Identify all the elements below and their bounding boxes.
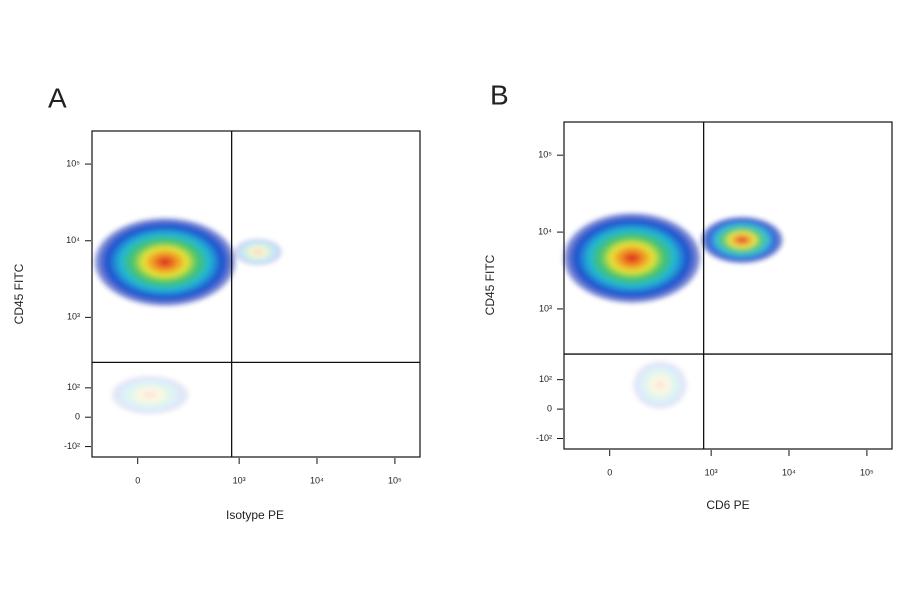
plot-frame <box>563 121 893 450</box>
y-tick-label: 10⁴ <box>66 235 80 245</box>
plot-frame <box>91 130 421 458</box>
y-axis-label: CD45 FITC <box>12 263 26 324</box>
y-tick-label: 10² <box>67 382 80 392</box>
y-tick-label: 10² <box>539 374 552 384</box>
x-tick-label: 0 <box>607 467 612 477</box>
x-axis-label: CD6 PE <box>706 498 749 512</box>
panel-label: A <box>48 82 67 113</box>
x-tick-label: 10⁵ <box>860 467 874 477</box>
y-tick-label: -10² <box>536 433 552 443</box>
density-cloud <box>632 360 688 410</box>
y-tick-label: 10⁴ <box>538 226 552 236</box>
panel: 0 10³ 10⁴ 10⁵ -10² 0 10² 10³ 10⁴ 10⁵ A Isotype PE CD… <box>12 82 421 522</box>
x-tick-label: 10⁴ <box>782 467 796 477</box>
y-tick-label: 10³ <box>539 303 552 313</box>
density-cloud <box>562 212 702 304</box>
density-cloud <box>700 216 784 264</box>
density-cloud <box>110 375 190 415</box>
panel: 0 10³ 10⁴ 10⁵ -10² 0 10² 10³ 10⁴ 10⁵ B CD6 PE CD45 F… <box>483 79 893 512</box>
y-tick-label: 0 <box>547 403 552 413</box>
x-tick-label: 0 <box>135 475 140 485</box>
x-tick-label: 10⁵ <box>388 475 402 485</box>
x-tick-label: 10³ <box>233 475 246 485</box>
y-axis-label: CD45 FITC <box>483 254 497 315</box>
density-cloud <box>233 238 283 266</box>
x-tick-label: 10³ <box>705 467 718 477</box>
y-tick-label: 10⁵ <box>66 158 80 168</box>
x-axis-label: Isotype PE <box>226 508 284 522</box>
x-tick-label: 10⁴ <box>310 475 324 485</box>
y-tick-label: 10⁵ <box>538 150 552 160</box>
y-tick-label: 0 <box>75 412 80 422</box>
density-cloud <box>93 217 237 307</box>
y-tick-label: 10³ <box>67 312 80 322</box>
y-tick-label: -10² <box>64 441 80 451</box>
panel-label: B <box>490 79 509 110</box>
